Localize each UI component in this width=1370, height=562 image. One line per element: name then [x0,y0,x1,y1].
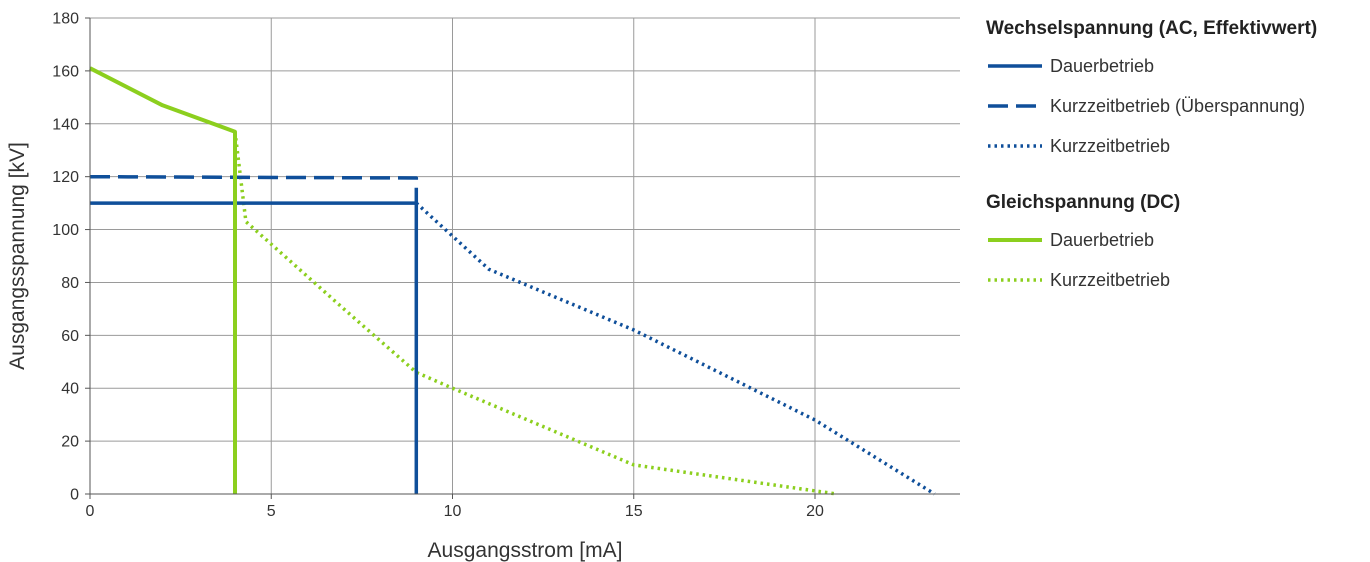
legend-label-ac-kurz: Kurzzeitbetrieb [1050,135,1171,156]
legend-item-ac-dauer: Dauerbetrieb [986,46,1366,86]
x-tick-label: 20 [806,503,824,520]
legend-label-ac-ueber: Kurzzeitbetrieb (Überspannung) [1050,95,1306,116]
y-tick-label: 60 [61,328,79,345]
y-tick-label: 20 [61,434,79,451]
data-series [89,66,936,496]
legend-swatch-ac-ueber [988,104,1042,108]
legend-item-ac-ueber: Kurzzeitbetrieb (Überspannung) [986,86,1366,126]
y-tick-labels: 0 20 40 60 80 100 120 140 160 180 [52,11,79,504]
x-tick-labels: 0 5 10 15 20 [86,503,824,520]
y-tick-label: 120 [52,169,79,186]
legend-swatch-ac-dauer [988,64,1042,68]
y-tick-label: 140 [52,116,79,133]
axes [85,17,960,499]
x-axis-label: Ausgangsstrom [mA] [428,539,623,562]
legend: Wechselspannung (AC, Effektivwert) Dauer… [986,18,1366,326]
x-tick-label: 15 [625,503,643,520]
y-tick-label: 40 [61,381,79,398]
y-tick-label: 160 [52,63,79,80]
x-tick-label: 5 [267,503,276,520]
y-tick-label: 180 [52,11,79,28]
series-line-ac-ueber [89,174,419,204]
legend-label-dc-dauer: Dauerbetrieb [1050,229,1155,250]
legend-title-dc: Gleichspannung (DC) [986,192,1181,213]
series-line-ac-kurz [415,201,936,496]
legend-label-ac-dauer: Dauerbetrieb [1050,55,1155,76]
legend-group-dc: Gleichspannung (DC) Dauerbetrieb Kurzzei… [986,192,1366,300]
legend-item-dc-dauer: Dauerbetrieb [986,220,1366,260]
series-line-dc-kurz [233,131,838,496]
legend-item-dc-kurz: Kurzzeitbetrieb [986,260,1366,300]
legend-swatch-ac-kurz [988,144,1042,148]
y-axis-label: Ausgangsspannung [kV] [6,142,29,370]
legend-group-ac: Wechselspannung (AC, Effektivwert) Dauer… [986,18,1366,166]
chart-svg: 0 20 40 60 80 100 120 140 160 180 0 5 10 15 20 Ausgan… [6,11,960,562]
legend-item-ac-kurz: Kurzzeitbetrieb [986,126,1366,166]
grid-lines [90,17,960,494]
legend-swatch-dc-dauer [988,238,1042,242]
legend-label-dc-kurz: Kurzzeitbetrieb [1050,269,1171,290]
y-tick-label: 100 [52,222,79,239]
x-tick-label: 0 [86,503,95,520]
x-tick-label: 10 [444,503,462,520]
legend-swatch-dc-kurz [988,278,1042,282]
y-tick-label: 80 [61,275,79,292]
series-line-ac-dauer [90,201,419,494]
legend-title-ac: Wechselspannung (AC, Effektivwert) [986,18,1318,39]
series-line-dc-dauer [89,66,237,494]
y-tick-label: 0 [70,487,79,504]
